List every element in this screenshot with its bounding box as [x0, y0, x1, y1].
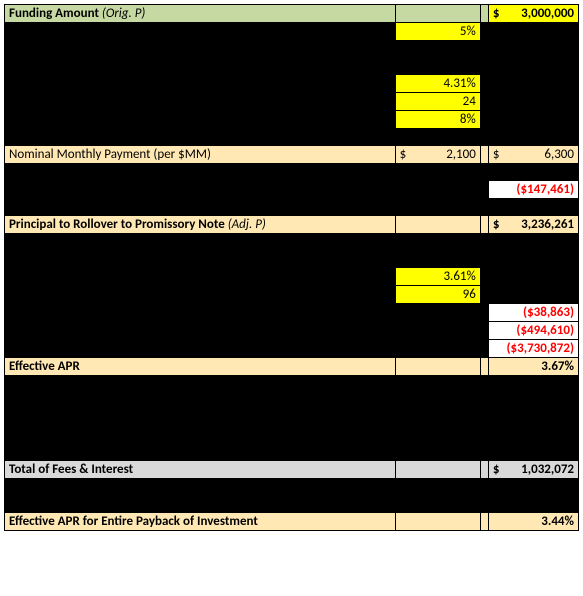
eff-apr-value: 3.67%: [488, 358, 578, 376]
eff-apr-label: Effective APR: [5, 358, 396, 376]
neg-147: ($147,461): [488, 181, 578, 199]
pct-8: 8%: [395, 111, 480, 129]
total-fees-label: Total of Fees & Interest: [5, 461, 396, 479]
n-24: 24: [395, 93, 480, 111]
rollover-value: 3,236,261: [488, 216, 578, 234]
total-fees-value: 1,032,072: [488, 461, 578, 479]
nominal-label: Nominal Monthly Payment (per $MM): [5, 146, 396, 164]
finance-table: Funding Amount (Orig. P) 3,000,000 5% 4.…: [4, 4, 579, 531]
pct-361: 3.61%: [395, 268, 480, 286]
nominal-right: 6,300: [488, 146, 578, 164]
eff-apr-entire-label: Effective APR for Entire Payback of Inve…: [5, 513, 396, 531]
pct-431: 4.31%: [395, 75, 480, 93]
funding-label: Funding Amount (Orig. P): [5, 5, 396, 23]
neg-494: ($494,610): [488, 322, 578, 340]
n-96: 96: [395, 286, 480, 304]
neg-3730: ($3,730,872): [488, 340, 578, 358]
pct-5: 5%: [395, 23, 480, 41]
rollover-label: Principal to Rollover to Promissory Note…: [5, 216, 396, 234]
nominal-mid: 2,100: [395, 146, 480, 164]
eff-apr-entire-value: 3.44%: [488, 513, 578, 531]
neg-38: ($38,863): [488, 304, 578, 322]
funding-value: 3,000,000: [488, 5, 578, 23]
